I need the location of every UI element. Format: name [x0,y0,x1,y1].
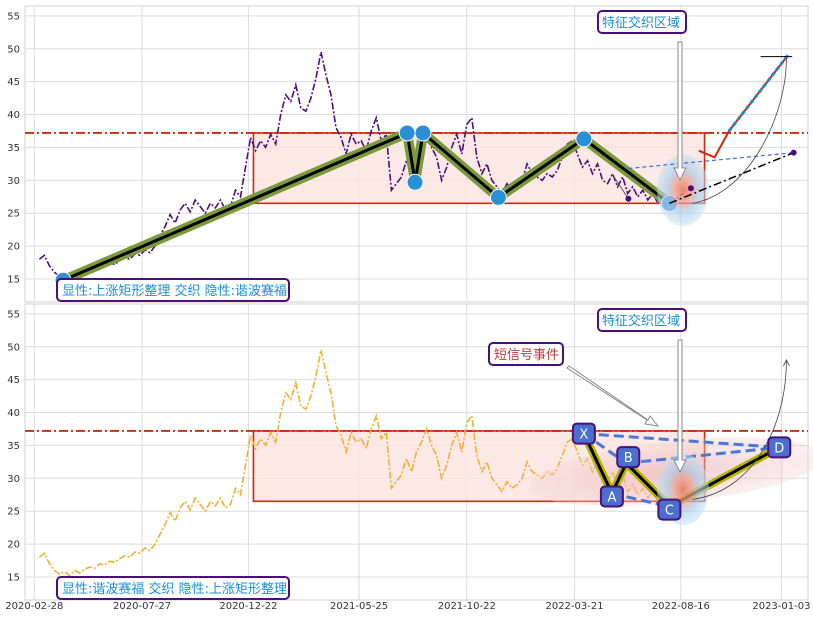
pivot-point [489,188,507,206]
xabcd-box [616,446,641,469]
upward-projection-target [727,54,790,132]
y-tick-label: 25 [7,209,20,220]
y-tick-label: 35 [7,441,20,452]
x-tick-label: 2020-12-22 [219,601,277,612]
bottom-panel: 15 20 25 30 35 40 45 50 55 X A B C D [7,303,813,601]
xabcd-box [767,436,792,459]
y-tick-label: 30 [7,474,20,485]
xabcd-point-c: C [657,498,682,521]
bottom-pattern-label: 显性:谐波赛福 交织 隐性:上涨矩形整理 [56,576,290,600]
x-tick-label: 2022-03-21 [545,601,603,612]
xabcd-box [657,498,682,521]
curved-arrow [692,359,787,500]
xabcd-box [571,422,596,445]
xabcd-label: A [607,490,616,505]
y-tick-label: 55 [7,309,20,320]
xabcd-label: C [665,504,674,519]
callout-arrow [673,339,687,474]
y-tick-label: 15 [7,572,20,583]
endpoint-dot [790,149,797,156]
hidden-pattern-line [611,173,629,200]
pivot-point [406,173,424,191]
y-tick-label: 30 [7,176,20,187]
callout-arrow [673,41,687,182]
xabcd-point-x: X [571,422,596,445]
signal-callout: 短信号事件 [488,342,564,366]
projection-line [669,151,794,205]
top-panel: 15 20 25 30 35 40 45 50 55 [7,5,809,303]
xabcd-box [599,485,624,508]
xabcd-label: B [624,451,633,466]
x-tick-label: 2021-05-25 [330,601,388,612]
xabcd-point-a: A [599,485,624,508]
intersection-glow [657,154,710,227]
y-tick-label: 45 [7,77,20,88]
price-series-bottom [38,349,684,577]
xabcd-point-d: D [767,436,792,459]
upward-projection [698,54,789,159]
y-tick-label: 20 [7,540,20,551]
curved-arrow [692,58,787,204]
pivot-point [575,130,593,148]
y-tick-label: 25 [7,507,20,518]
pivot-point [398,124,416,142]
y-tick-label: 50 [7,342,20,353]
xabcd-ratio-line [626,445,780,465]
xabcd-label: D [774,441,784,456]
top-pattern-label-text: 显性:上涨矩形整理 交织 隐性:谐波赛福 [62,283,287,299]
y-tick-label: 40 [7,408,20,419]
endpoint-dot [625,195,632,202]
x-axis-ticks: 2020-02-28 2020-07-27 2020-12-22 2021-05-25… [5,601,810,612]
x-tick-label: 2020-07-27 [113,601,171,612]
curved-arrow-head [783,359,790,367]
bottom-callout: 特征交织区域 [597,308,687,332]
y-tick-label: 15 [7,274,20,285]
xabcd-label: X [579,428,588,443]
xabcd-point-b: B [616,446,641,469]
top-callout-text: 特征交织区域 [602,15,680,31]
y-tick-label: 40 [7,110,20,121]
signal-callout-text: 短信号事件 [494,348,559,363]
pivot-point [414,124,432,142]
signal-arrow [566,365,660,427]
x-tick-label: 2023-01-03 [752,601,810,612]
x-tick-label: 2020-02-28 [5,601,63,612]
bottom-callout-text: 特征交织区域 [602,313,680,329]
top-callout: 特征交织区域 [597,10,687,34]
x-tick-label: 2022-08-16 [652,601,710,612]
y-tick-label: 55 [7,11,20,22]
y-tick-label: 45 [7,375,20,386]
endpoint-dot [687,185,694,192]
y-tick-label: 20 [7,242,20,253]
x-tick-label: 2021-10-22 [438,601,496,612]
y-tick-label: 50 [7,44,20,55]
bottom-pattern-label-text: 显性:谐波赛福 交织 隐性:上涨矩形整理 [62,581,287,597]
top-pattern-label: 显性:上涨矩形整理 交织 隐性:谐波赛福 [56,278,290,302]
y-tick-label: 35 [7,143,20,154]
